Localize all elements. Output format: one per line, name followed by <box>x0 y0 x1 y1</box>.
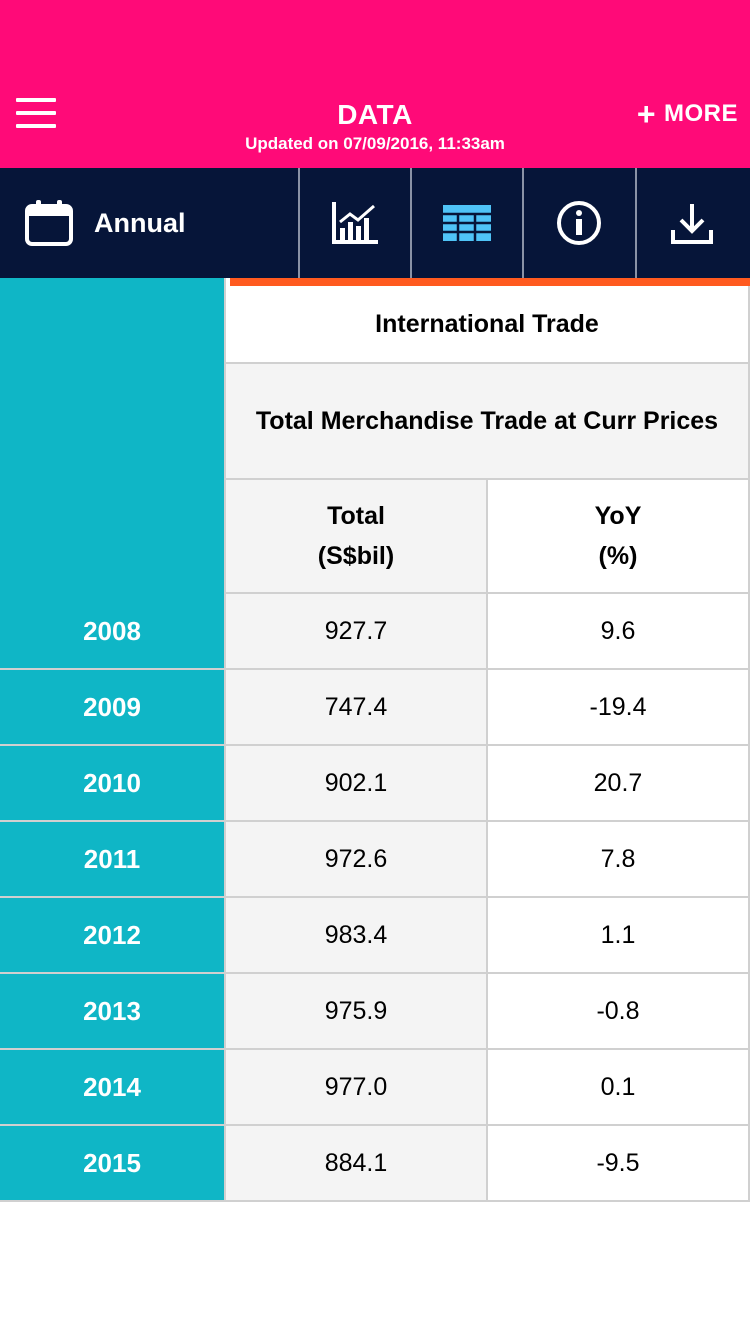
page-title: DATA <box>337 99 413 130</box>
year-cell: 2008 <box>0 594 226 670</box>
year-cell: 2015 <box>0 1126 226 1202</box>
more-label: MORE <box>664 100 738 127</box>
more-button[interactable]: + MORE <box>636 96 738 132</box>
table-view-button[interactable] <box>410 168 522 278</box>
total-cell: 902.1 <box>226 746 488 822</box>
total-cell: 977.0 <box>226 1050 488 1126</box>
chart-icon <box>332 202 378 244</box>
year-cell: 2012 <box>0 898 226 974</box>
download-icon <box>671 204 713 244</box>
toolbar: Annual <box>0 168 750 278</box>
total-cell: 983.4 <box>226 898 488 974</box>
total-cell: 972.6 <box>226 822 488 898</box>
yoy-cell: 0.1 <box>488 1050 750 1126</box>
yoy-header-line2: (%) <box>598 542 638 570</box>
plus-icon: + <box>636 96 656 132</box>
year-cell: 2013 <box>0 974 226 1050</box>
chart-view-button[interactable] <box>298 168 410 278</box>
year-column-header <box>0 278 226 594</box>
info-button[interactable] <box>522 168 634 278</box>
frequency-selector[interactable]: Annual <box>0 168 298 278</box>
yoy-cell: -19.4 <box>488 670 750 746</box>
yoy-cell: -9.5 <box>488 1126 750 1202</box>
table-icon <box>443 205 491 241</box>
year-cell: 2009 <box>0 670 226 746</box>
accent-bar <box>230 278 750 286</box>
app-header: DATA Updated on 07/09/2016, 11:33am + MO… <box>0 0 750 168</box>
yoy-cell: 9.6 <box>488 594 750 670</box>
yoy-cell: 20.7 <box>488 746 750 822</box>
info-icon <box>557 201 601 245</box>
total-header-line2: (S$bil) <box>317 542 395 570</box>
hamburger-menu-icon[interactable] <box>16 98 56 130</box>
total-cell: 975.9 <box>226 974 488 1050</box>
calendar-icon <box>25 200 73 246</box>
yoy-cell: 7.8 <box>488 822 750 898</box>
sub-header: Total Merchandise Trade at Curr Prices <box>226 364 750 480</box>
total-cell: 927.7 <box>226 594 488 670</box>
year-cell: 2014 <box>0 1050 226 1126</box>
total-cell: 884.1 <box>226 1126 488 1202</box>
total-column-header: Total (S$bil) <box>226 480 488 594</box>
group-header: International Trade <box>226 286 750 364</box>
frequency-label: Annual <box>94 207 186 238</box>
year-cell: 2011 <box>0 822 226 898</box>
updated-timestamp: Updated on 07/09/2016, 11:33am <box>245 134 505 153</box>
yoy-column-header: YoY (%) <box>488 480 750 594</box>
yoy-cell: 1.1 <box>488 898 750 974</box>
download-button[interactable] <box>635 168 747 278</box>
total-header-line1: Total <box>327 502 385 530</box>
yoy-header-line1: YoY <box>594 502 642 530</box>
year-cell: 2010 <box>0 746 226 822</box>
total-cell: 747.4 <box>226 670 488 746</box>
yoy-cell: -0.8 <box>488 974 750 1050</box>
